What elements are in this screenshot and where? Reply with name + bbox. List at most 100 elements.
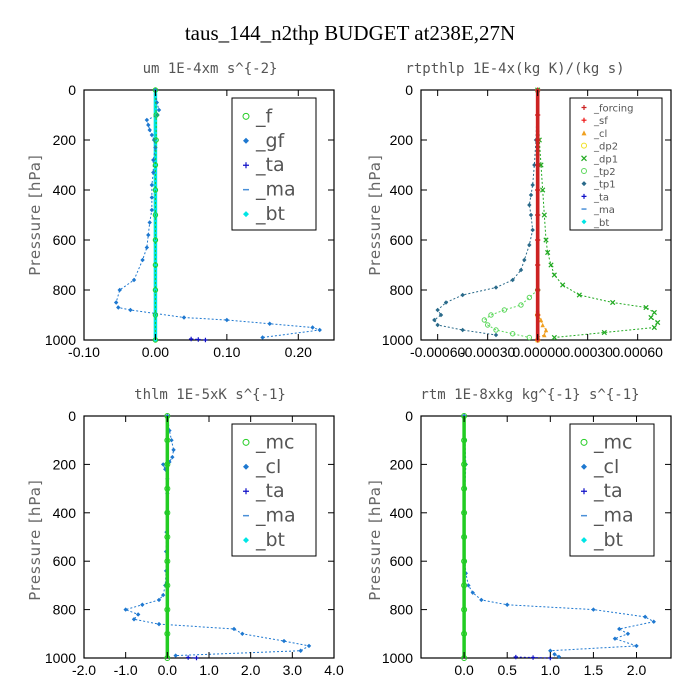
y-tick-label: 800 xyxy=(53,602,77,618)
marker-point xyxy=(281,638,287,644)
marker-point xyxy=(581,488,587,495)
marker-point xyxy=(298,648,303,653)
legend-entry: _dp1 xyxy=(593,154,618,165)
marker-point xyxy=(317,327,322,333)
plot-marks xyxy=(123,413,312,661)
marker-point xyxy=(131,617,137,622)
marker-point xyxy=(152,287,159,293)
series-line xyxy=(154,89,157,340)
marker-point xyxy=(243,211,249,218)
x-tick-label: 0.00 xyxy=(142,344,169,360)
marker-point xyxy=(538,317,544,323)
x-tick-label: 3.0 xyxy=(283,662,303,678)
marker-point xyxy=(581,155,587,162)
marker-point xyxy=(548,262,554,268)
marker-point xyxy=(505,602,510,607)
x-tick-label: 1.0 xyxy=(199,662,219,678)
legend-entry: _cl xyxy=(593,129,607,140)
legend-entry: _ta xyxy=(593,192,609,203)
y-tick-label: 800 xyxy=(390,282,414,298)
marker-point xyxy=(149,132,155,138)
marker-point xyxy=(144,117,150,123)
y-tick-label: 600 xyxy=(53,553,77,569)
marker-point xyxy=(535,137,541,143)
marker-point xyxy=(526,334,533,341)
y-tick-label: 400 xyxy=(390,182,414,198)
marker-point xyxy=(501,307,508,313)
marker-point xyxy=(581,219,587,225)
legend-entry: _gf xyxy=(255,130,286,152)
y-tick-label: 400 xyxy=(53,505,77,521)
marker-point xyxy=(581,181,587,187)
y-axis-label: Pressure [hPa] xyxy=(366,154,384,276)
marker-point xyxy=(194,655,199,661)
panel-title: thlm 1E-5xK s^{-1} xyxy=(134,387,286,403)
marker-point xyxy=(146,122,151,128)
marker-point xyxy=(306,643,312,649)
legend-entry: _forcing xyxy=(593,104,634,115)
x-tick-label: 1.5 xyxy=(584,662,604,678)
marker-point xyxy=(581,142,587,149)
marker-point xyxy=(152,237,158,243)
marker-point xyxy=(164,437,171,444)
marker-point xyxy=(310,325,315,330)
marker-point xyxy=(164,582,171,589)
plot-marks xyxy=(113,87,322,343)
marker-point xyxy=(542,332,547,338)
marker-point xyxy=(552,652,557,657)
marker-point xyxy=(470,590,475,595)
marker-point xyxy=(581,537,587,544)
marker-point xyxy=(169,438,174,443)
marker-point xyxy=(128,307,133,313)
marker-point xyxy=(545,249,551,256)
y-tick-label: 200 xyxy=(390,456,414,472)
marker-point xyxy=(147,127,152,133)
marker-point xyxy=(581,463,587,470)
legend-entry: _bt xyxy=(255,529,285,551)
marker-point xyxy=(610,299,616,306)
marker-point xyxy=(535,287,541,293)
marker-point xyxy=(543,327,549,333)
marker-point xyxy=(581,130,587,136)
marker-point xyxy=(460,327,465,333)
marker-point xyxy=(535,187,541,193)
legend-entry: _mc xyxy=(255,431,294,453)
plot-marks xyxy=(461,413,656,661)
marker-point xyxy=(164,509,171,516)
y-tick-label: 200 xyxy=(390,132,414,148)
panel-rtpthlp: rtpthlp 1E-4x(kg K)/(kg s) Pressure [hPa… xyxy=(366,61,672,360)
marker-point xyxy=(140,602,145,607)
marker-point xyxy=(527,242,532,248)
x-tick-label: -0.00030 xyxy=(460,344,515,360)
y-tick-label: 200 xyxy=(53,456,77,472)
marker-point xyxy=(651,619,656,624)
legend-entry: _mc xyxy=(593,431,632,453)
legend: _f _gf_ta _ma_bt xyxy=(231,97,317,231)
legend-entry: _cl xyxy=(593,456,619,478)
marker-point xyxy=(530,655,536,660)
marker-point xyxy=(576,292,582,298)
x-tick-label: 0.00030 xyxy=(562,344,613,360)
y-tick-label: 200 xyxy=(53,132,77,148)
marker-point xyxy=(581,105,587,111)
marker-point xyxy=(634,643,639,649)
marker-point xyxy=(171,447,176,453)
marker-point xyxy=(152,312,159,318)
marker-point xyxy=(243,488,249,495)
marker-point xyxy=(224,317,230,323)
x-tick-label: -1.0 xyxy=(114,662,138,678)
y-tick-label: 600 xyxy=(53,232,77,248)
marker-point xyxy=(152,262,159,268)
y-tick-label: 0 xyxy=(68,82,76,98)
legend-entry: _sf xyxy=(593,116,608,127)
y-tick-label: 800 xyxy=(390,602,414,618)
marker-point xyxy=(601,329,607,336)
marker-point xyxy=(231,626,237,632)
marker-point xyxy=(540,322,545,328)
marker-point xyxy=(156,107,162,113)
marker-point xyxy=(612,636,618,641)
panel-title: rtm 1E-8xkg kg^{-1} s^{-1} xyxy=(420,387,639,403)
marker-point xyxy=(513,654,519,660)
marker-point xyxy=(535,312,541,318)
